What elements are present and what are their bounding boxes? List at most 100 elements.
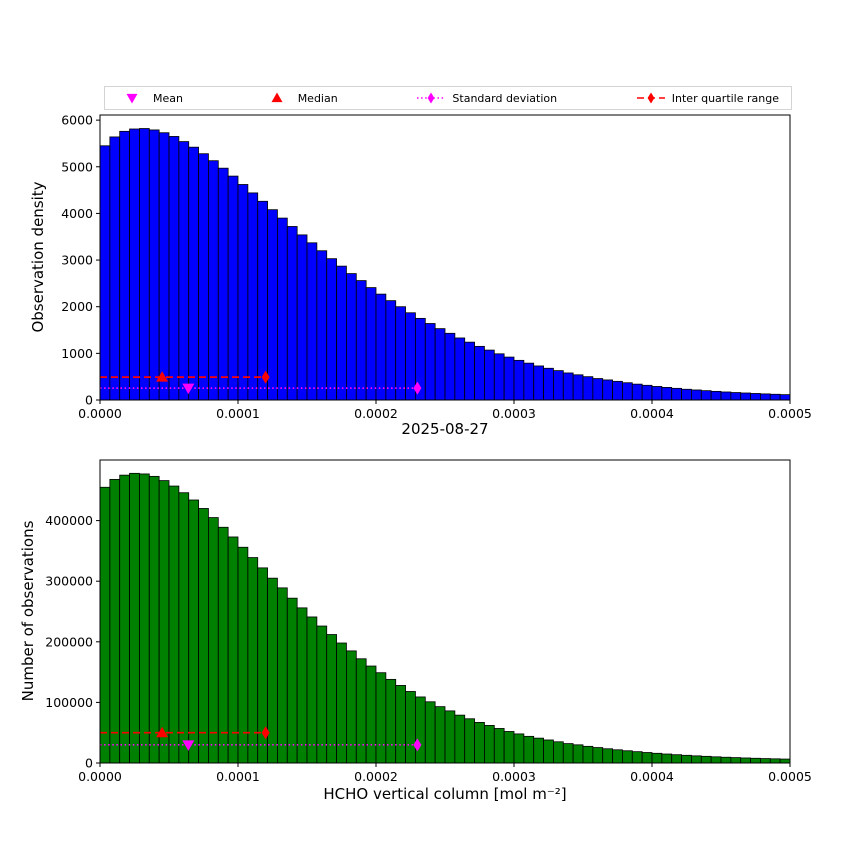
histogram-bar: [464, 341, 475, 401]
histogram-bar: [198, 508, 209, 764]
histogram-bar: [139, 128, 150, 401]
histogram-bar: [710, 390, 722, 401]
histogram-bar: [405, 691, 416, 764]
iqr-line-diamond-marker: [261, 726, 270, 740]
histogram-bar: [267, 209, 278, 401]
histogram-bar: [355, 280, 367, 401]
bottom-x-axis-label: HCHO vertical column [mol m⁻²]: [323, 785, 567, 803]
median-triangle-up-icon-marker: [271, 92, 283, 103]
histogram-bar: [148, 129, 160, 401]
histogram-bar: [129, 128, 140, 401]
histogram-bar: [612, 749, 623, 764]
x-tick-label: 0.0000: [78, 406, 122, 421]
histogram-bar: [267, 577, 278, 764]
histogram-bar: [198, 153, 209, 401]
histogram-bar: [119, 474, 130, 764]
histogram-bar: [385, 300, 397, 401]
histogram-bar: [286, 597, 298, 764]
histogram-bar: [375, 293, 387, 401]
histogram-bar: [523, 735, 535, 764]
histogram-bar: [562, 743, 574, 764]
histogram-bar: [503, 356, 515, 401]
histogram-bar: [651, 386, 663, 401]
histogram-bar: [700, 755, 712, 764]
histogram-bar: [385, 678, 397, 764]
observation-count-histogram: 0.0000 0.0001 0.0002 0.0003 0.0004 0.0005 0 100…: [45, 459, 812, 784]
histogram-bar: [444, 332, 456, 401]
mean-marker: [182, 740, 195, 751]
histogram-bar: [178, 492, 190, 764]
histogram-bar: [316, 250, 328, 401]
median-triangle-up-icon: [271, 92, 283, 103]
histogram-bar: [543, 739, 554, 764]
axes-frame: [99, 459, 791, 764]
histogram-bar: [493, 353, 505, 401]
histogram-bar: [631, 751, 643, 764]
histogram-bar: [454, 337, 466, 401]
x-tick-label: 0.0005: [768, 769, 812, 784]
x-tick-label: 0.0003: [492, 406, 536, 421]
legend-item: Median: [262, 91, 338, 105]
top-y-axis-label: Observation density: [29, 181, 47, 333]
histogram-bar: [336, 265, 347, 401]
histogram-bar: [562, 372, 574, 401]
histogram-bar: [286, 226, 298, 401]
histogram-bar: [474, 345, 485, 401]
x-tick-label: 0.0002: [354, 406, 398, 421]
histogram-bar: [247, 192, 259, 401]
histogram-bar: [99, 486, 111, 764]
histogram-bar: [434, 328, 446, 401]
y-tick-label: 6000: [61, 113, 93, 128]
histogram-bar: [424, 323, 436, 401]
histogram-bar: [760, 393, 771, 401]
y-tick-label: 1000: [61, 346, 93, 361]
histogram-bar: [700, 390, 712, 401]
y-tick-label: 200000: [45, 634, 93, 649]
histogram-bar: [592, 747, 604, 764]
histogram-bar: [750, 393, 761, 401]
x-tick-label: 0.0004: [630, 769, 674, 784]
x-tick-label: 0.0002: [354, 769, 398, 784]
histogram-bar: [691, 755, 702, 764]
legend: Mean Median Standard deviation Inter quarti…: [104, 86, 792, 110]
histogram-bar: [119, 130, 130, 401]
histogram-bar: [572, 744, 584, 764]
histogram-bar: [671, 754, 682, 764]
histogram-bar: [346, 650, 357, 764]
histogram-bar: [227, 175, 239, 401]
histogram-bar: [188, 146, 199, 401]
histogram-bar: [661, 387, 673, 401]
histogram-bar: [513, 359, 525, 401]
x-tick-label: 0.0004: [630, 406, 674, 421]
histogram-bar: [296, 234, 308, 401]
y-tick-label: 300000: [45, 574, 93, 589]
histogram-bar: [779, 394, 791, 401]
histogram-bar: [188, 499, 199, 764]
date-label: 2025-08-27: [401, 420, 489, 438]
histogram-bar: [168, 136, 180, 401]
histogram-bar: [306, 616, 318, 764]
histogram-bar: [553, 741, 564, 764]
histogram-bar: [730, 757, 742, 764]
histogram-bar: [582, 745, 594, 764]
histogram-bar: [661, 753, 673, 764]
histogram-bar: [178, 141, 190, 401]
histogram-bar: [513, 733, 525, 764]
histogram-bar: [277, 587, 288, 764]
iqr-diamond-icon: [636, 92, 665, 104]
histogram-bar: [444, 710, 456, 764]
histogram-bar: [641, 384, 653, 401]
histogram-bar: [326, 634, 337, 764]
histogram-bar: [602, 748, 613, 764]
histogram-bar: [582, 376, 594, 401]
histogram-bar: [158, 480, 170, 764]
std-deviation-line-diamond-marker: [413, 381, 422, 395]
histogram-bar: [237, 184, 249, 401]
histogram-bar: [464, 718, 475, 764]
histogram-bar: [208, 517, 219, 764]
histogram-bar: [671, 387, 682, 401]
histogram-bar: [622, 382, 633, 401]
y-tick-label: 100000: [45, 695, 93, 710]
histogram-bar: [405, 312, 416, 401]
histogram-bar: [375, 672, 387, 764]
